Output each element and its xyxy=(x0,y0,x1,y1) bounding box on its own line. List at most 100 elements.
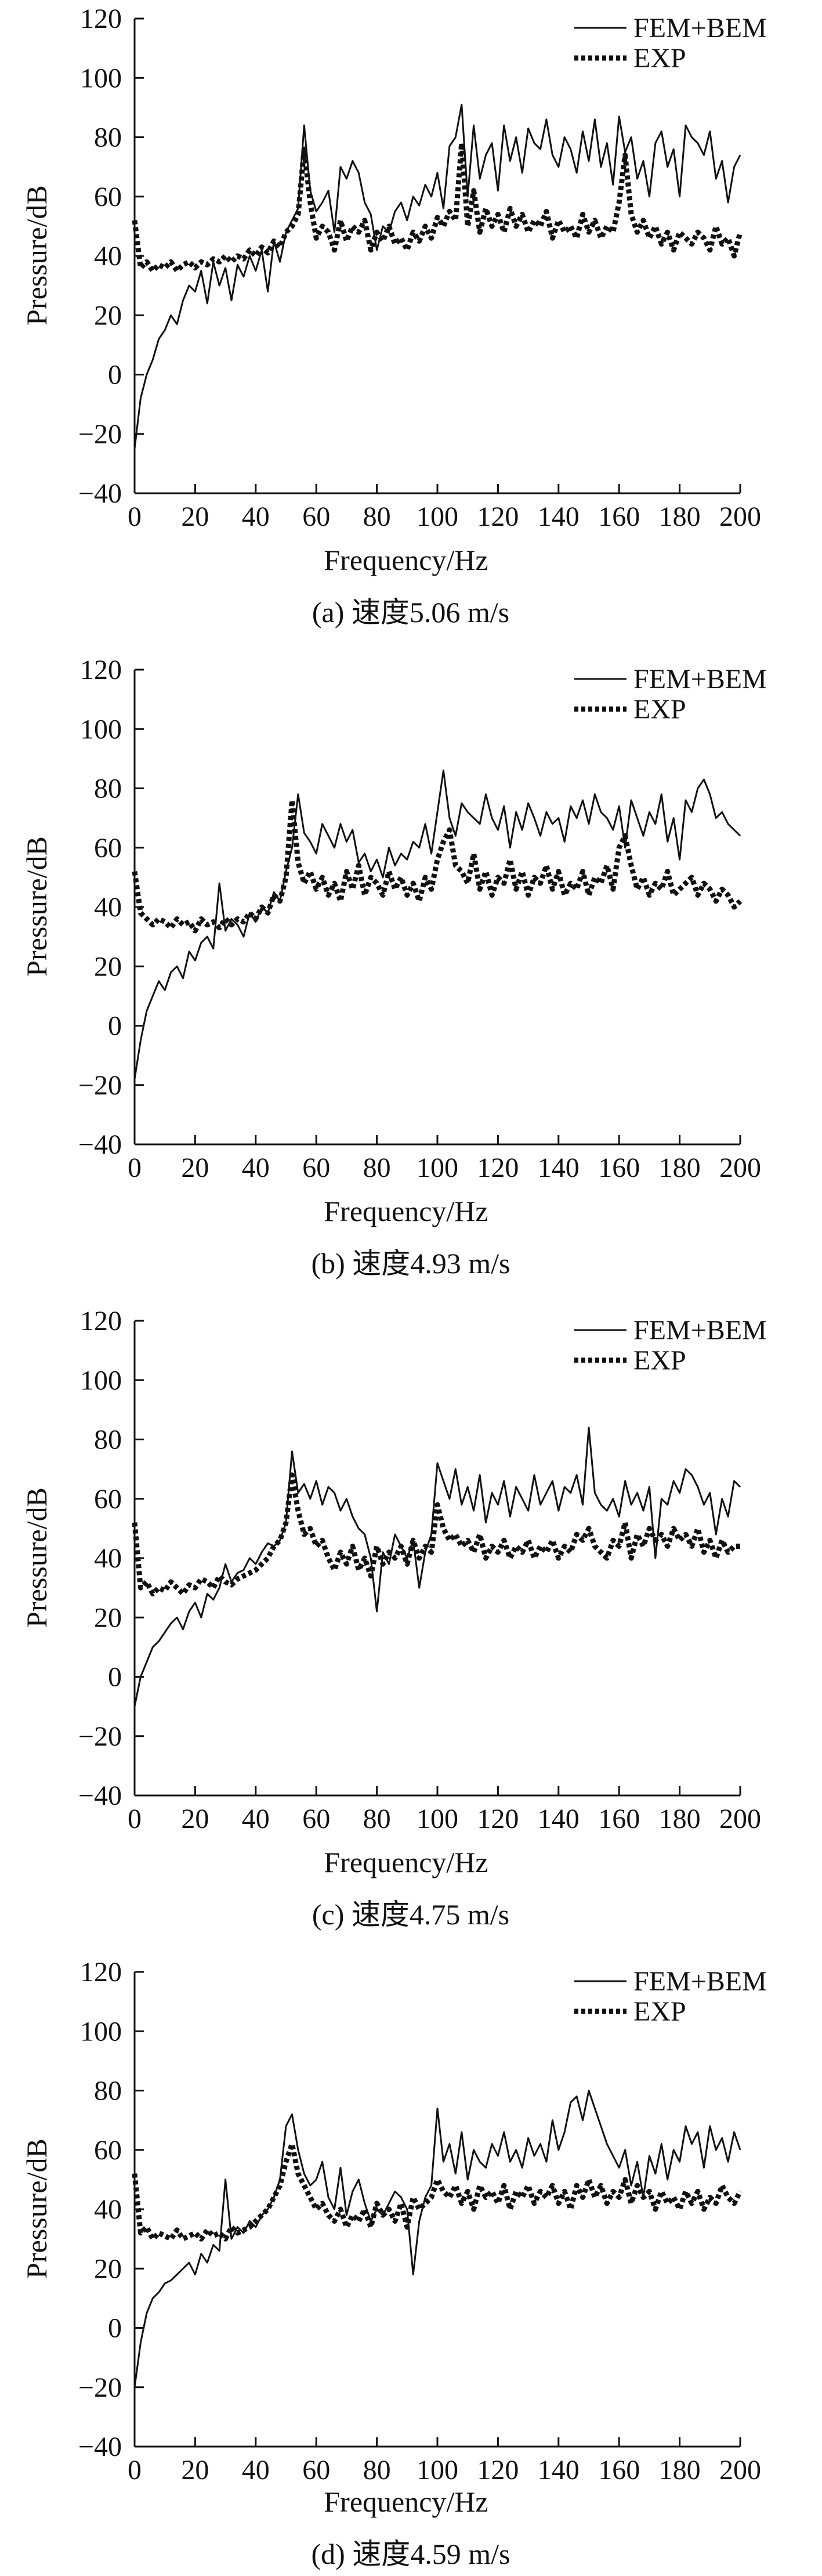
x-tick-label: 60 xyxy=(302,501,330,532)
legend-label-exp: EXP xyxy=(633,694,686,725)
x-tick-label: 0 xyxy=(128,1152,142,1183)
y-tick-label: 20 xyxy=(94,951,122,982)
y-tick-label: 100 xyxy=(80,1365,122,1396)
x-tick-label: 140 xyxy=(538,501,580,532)
x-axis-label: Frequency/Hz xyxy=(324,2485,488,2518)
chart-caption: (c) 速度4.75 m/s xyxy=(312,1898,509,1931)
x-tick-label: 200 xyxy=(719,1152,761,1183)
x-tick-label: 80 xyxy=(363,501,391,532)
y-axis-label: Pressure/dB xyxy=(20,2138,53,2279)
x-tick-label: 180 xyxy=(659,1152,701,1183)
y-tick-label: 40 xyxy=(94,2194,122,2225)
y-tick-label: −20 xyxy=(78,2372,122,2403)
series-line-fem-bem xyxy=(133,769,741,1079)
chart-panel-d: (d) 速度4.59 m/s Frequency/Hz Pressure/dB … xyxy=(20,1957,767,2570)
x-tick-label: 140 xyxy=(538,1804,580,1834)
y-tick-label: −20 xyxy=(78,419,122,450)
y-tick-label: 100 xyxy=(80,2016,122,2047)
y-axis-label: Pressure/dB xyxy=(20,836,53,977)
x-tick-label: 180 xyxy=(659,1804,701,1834)
x-tick-label: 100 xyxy=(417,2455,458,2485)
y-tick-label: 40 xyxy=(94,892,122,923)
chart-panel-c: (c) 速度4.75 m/s Frequency/Hz Pressure/dB … xyxy=(20,1306,767,1931)
x-tick-label: 40 xyxy=(242,2455,270,2485)
series-line-fem-bem xyxy=(133,103,741,449)
y-tick-label: 120 xyxy=(80,1306,122,1336)
legend-label-exp: EXP xyxy=(633,1345,686,1376)
chart-panel-b: (b) 速度4.93 m/s Frequency/Hz Pressure/dB … xyxy=(20,655,767,1280)
legend-label-fem-bem: FEM+BEM xyxy=(633,664,767,695)
x-tick-label: 60 xyxy=(302,1152,330,1183)
y-tick-label: 20 xyxy=(94,300,122,331)
x-tick-label: 140 xyxy=(538,2455,580,2485)
y-tick-label: 80 xyxy=(94,1425,122,1455)
y-tick-label: 0 xyxy=(108,1011,122,1042)
y-tick-label: −20 xyxy=(78,1070,122,1101)
x-tick-label: 80 xyxy=(363,1804,391,1834)
legend-label-fem-bem: FEM+BEM xyxy=(633,13,767,44)
y-tick-label: 60 xyxy=(94,2135,122,2166)
x-tick-label: 200 xyxy=(719,501,761,532)
x-tick-label: 180 xyxy=(659,501,701,532)
y-tick-label: 100 xyxy=(80,714,122,745)
y-tick-label: 80 xyxy=(94,774,122,804)
series-line-exp xyxy=(132,1472,740,1596)
x-tick-label: 0 xyxy=(128,2455,142,2485)
y-tick-label: −20 xyxy=(78,1721,122,1752)
x-tick-label: 60 xyxy=(302,1804,330,1834)
x-tick-label: 160 xyxy=(598,1804,640,1834)
chart-caption: (d) 速度4.59 m/s xyxy=(311,2538,510,2570)
series-line-exp xyxy=(132,797,743,934)
x-tick-label: 200 xyxy=(719,1804,761,1834)
y-tick-label: −40 xyxy=(78,1129,122,1160)
legend-label-exp: EXP xyxy=(633,1996,686,2027)
x-tick-label: 160 xyxy=(598,501,640,532)
y-tick-label: 40 xyxy=(94,1543,122,1574)
x-tick-label: 60 xyxy=(302,2455,330,2485)
y-axis-label: Pressure/dB xyxy=(20,1487,53,1628)
x-tick-label: 120 xyxy=(477,2455,519,2485)
y-tick-label: −40 xyxy=(78,1780,122,1811)
legend-label-fem-bem: FEM+BEM xyxy=(633,1315,767,1346)
x-tick-label: 100 xyxy=(417,1152,458,1183)
x-tick-label: 40 xyxy=(242,1152,270,1183)
y-tick-label: 60 xyxy=(94,1484,122,1515)
y-tick-label: 0 xyxy=(108,2313,122,2344)
x-tick-label: 120 xyxy=(477,1152,519,1183)
x-tick-label: 0 xyxy=(128,1804,142,1834)
x-tick-label: 40 xyxy=(242,1804,270,1834)
x-tick-label: 0 xyxy=(128,501,142,532)
x-tick-label: 200 xyxy=(719,2455,761,2485)
y-tick-label: 20 xyxy=(94,2253,122,2284)
x-tick-label: 120 xyxy=(477,1804,519,1834)
y-tick-label: 40 xyxy=(94,241,122,272)
x-tick-label: 180 xyxy=(659,2455,701,2485)
y-tick-label: 120 xyxy=(80,3,122,34)
chart-caption: (b) 速度4.93 m/s xyxy=(311,1247,510,1280)
x-tick-label: 100 xyxy=(417,1804,458,1834)
y-tick-label: 60 xyxy=(94,182,122,212)
y-tick-label: 20 xyxy=(94,1602,122,1633)
y-tick-label: 80 xyxy=(94,2076,122,2107)
x-tick-label: 140 xyxy=(538,1152,580,1183)
x-tick-label: 20 xyxy=(181,2455,209,2485)
x-tick-label: 20 xyxy=(181,1804,209,1834)
x-axis-label: Frequency/Hz xyxy=(324,1846,488,1878)
chart-panel-a: (a) 速度5.06 m/s Frequency/Hz Pressure/dB … xyxy=(20,3,767,628)
x-tick-label: 160 xyxy=(598,1152,640,1183)
y-tick-label: −40 xyxy=(78,2432,122,2462)
y-tick-label: 120 xyxy=(80,655,122,685)
y-tick-label: 120 xyxy=(80,1957,122,1988)
y-axis-label: Pressure/dB xyxy=(20,185,53,326)
legend-label-exp: EXP xyxy=(633,43,686,74)
x-tick-label: 120 xyxy=(477,501,519,532)
x-tick-label: 40 xyxy=(242,501,270,532)
x-tick-label: 20 xyxy=(181,1152,209,1183)
legend-label-fem-bem: FEM+BEM xyxy=(633,1966,767,1997)
x-tick-label: 80 xyxy=(363,2455,391,2485)
